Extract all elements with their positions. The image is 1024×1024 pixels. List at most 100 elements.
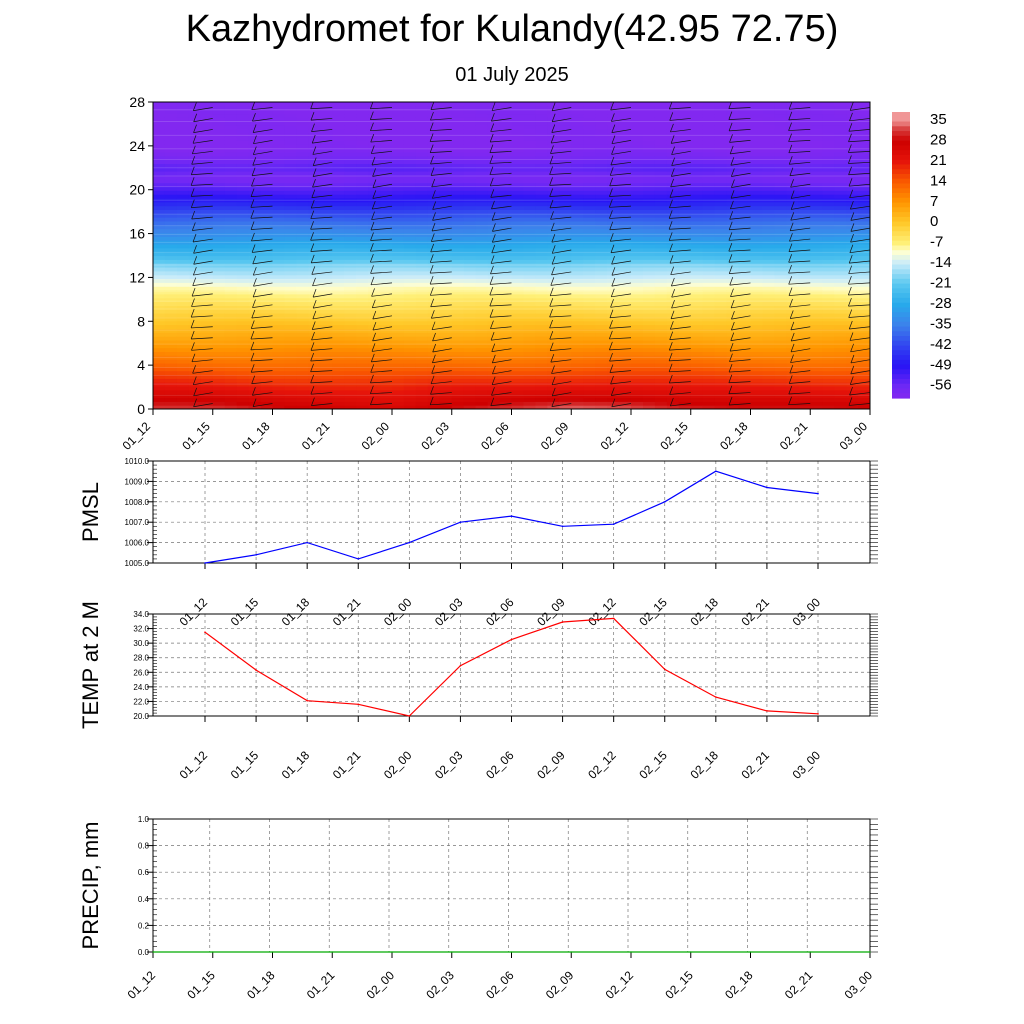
heatmap-cell (810, 320, 823, 326)
heatmap-cell (463, 378, 477, 383)
heatmap-cell (153, 244, 166, 249)
heatmap-cell (535, 339, 548, 345)
heatmap-cell (643, 190, 656, 195)
heatmap-cell (834, 339, 847, 345)
heatmap-cell (188, 190, 202, 195)
heatmap-cell (595, 132, 608, 138)
heatmap-cell (380, 232, 393, 237)
heatmap-cell (368, 136, 381, 141)
heatmap-cell (499, 362, 513, 368)
heatmap-cell (344, 343, 357, 349)
heatmap-cell (224, 255, 238, 260)
heatmap-cell (595, 174, 608, 180)
heatmap-cell (654, 136, 668, 141)
heatmap-cell (690, 397, 704, 402)
heatmap-cell (678, 244, 692, 249)
heatmap-cell (332, 320, 345, 326)
heatmap-cell (774, 316, 787, 322)
heatmap-cell (834, 221, 847, 226)
heatmap-cell (643, 159, 656, 164)
heatmap-cell (487, 125, 501, 130)
heatmap-cell (332, 378, 345, 383)
heatmap-cell (678, 293, 692, 299)
heatmap-cell (475, 290, 489, 295)
heatmap-cell (571, 167, 584, 172)
heatmap-cell (487, 140, 501, 145)
heatmap-cell (344, 393, 357, 398)
heatmap-cell (834, 251, 847, 257)
heatmap-cell (714, 282, 728, 287)
heatmap-cell (738, 316, 751, 322)
heatmap-cell (308, 397, 321, 402)
heatmap-cell (499, 159, 513, 164)
heatmap-cell (415, 339, 429, 345)
heatmap-cell (559, 297, 572, 303)
heatmap-cell (810, 366, 823, 372)
heatmap-cell (619, 316, 632, 322)
heatmap-cell (535, 174, 548, 180)
heatmap-cell (475, 178, 489, 184)
heatmap-cell (654, 324, 668, 329)
heatmap-cell (427, 251, 441, 257)
heatmap-cell (583, 386, 596, 391)
heatmap-cell (344, 186, 357, 191)
heatmap-cell (320, 205, 333, 210)
wind-barb (153, 206, 154, 207)
heatmap-cell (260, 109, 274, 115)
heatmap-cell (690, 167, 704, 172)
heatmap-cell (415, 393, 429, 398)
heatmap-cell (415, 190, 429, 195)
heatmap-cell (451, 201, 465, 207)
heatmap-cell (380, 221, 393, 226)
heatmap-cell (535, 362, 548, 368)
heatmap-cell (858, 140, 870, 145)
heatmap-cell (332, 286, 345, 291)
heatmap-cell (272, 228, 285, 233)
heatmap-cell (212, 259, 226, 264)
heatmap-cell (463, 159, 477, 164)
heatmap-cell (248, 163, 262, 168)
heatmap-cell (774, 355, 787, 360)
heatmap-cell (595, 382, 608, 387)
heatmap-cell (164, 136, 178, 141)
heatmap-cell (212, 109, 226, 115)
heatmap-cell (798, 351, 811, 356)
heatmap-cell (153, 305, 166, 310)
heatmap-cell (487, 286, 501, 291)
heatmap-cell (296, 274, 309, 280)
heatmap-cell (714, 221, 728, 226)
heatmap-cell (463, 263, 477, 268)
heatmap-cell (415, 255, 429, 260)
heatmap-cell (260, 174, 274, 180)
heatmap-cell (583, 278, 596, 283)
heatmap-cell (822, 178, 835, 184)
heatmap-cell (750, 148, 763, 153)
heatmap-cell (499, 255, 513, 260)
heatmap-cell (332, 405, 345, 409)
heatmap-cell (822, 332, 835, 337)
heatmap-cell (834, 105, 847, 111)
heatmap-cell (571, 109, 584, 115)
heatmap-cell (810, 293, 823, 299)
heatmap-cell (415, 386, 429, 391)
heatmap-cell (164, 121, 178, 126)
heatmap-cell (643, 389, 656, 395)
heatmap-cell (798, 366, 811, 372)
heatmap-cell (750, 251, 763, 257)
heatmap-cell (547, 182, 560, 187)
heatmap-cell (451, 209, 465, 214)
heatmap-cell (499, 240, 513, 245)
heatmap-cell (738, 359, 751, 364)
heatmap-cell (822, 389, 835, 395)
heatmap-cell (726, 151, 740, 157)
heatmap-cell (678, 163, 692, 168)
heatmap-cell (810, 148, 823, 153)
heatmap-cell (714, 290, 728, 295)
heatmap-cell (678, 194, 692, 199)
heatmap-cell (153, 297, 166, 303)
heatmap-cell (356, 205, 369, 210)
heatmap-cell (559, 374, 572, 379)
heatmap-cell (308, 313, 321, 318)
heatmap-cell (858, 267, 870, 272)
heatmap-cell (475, 355, 489, 360)
